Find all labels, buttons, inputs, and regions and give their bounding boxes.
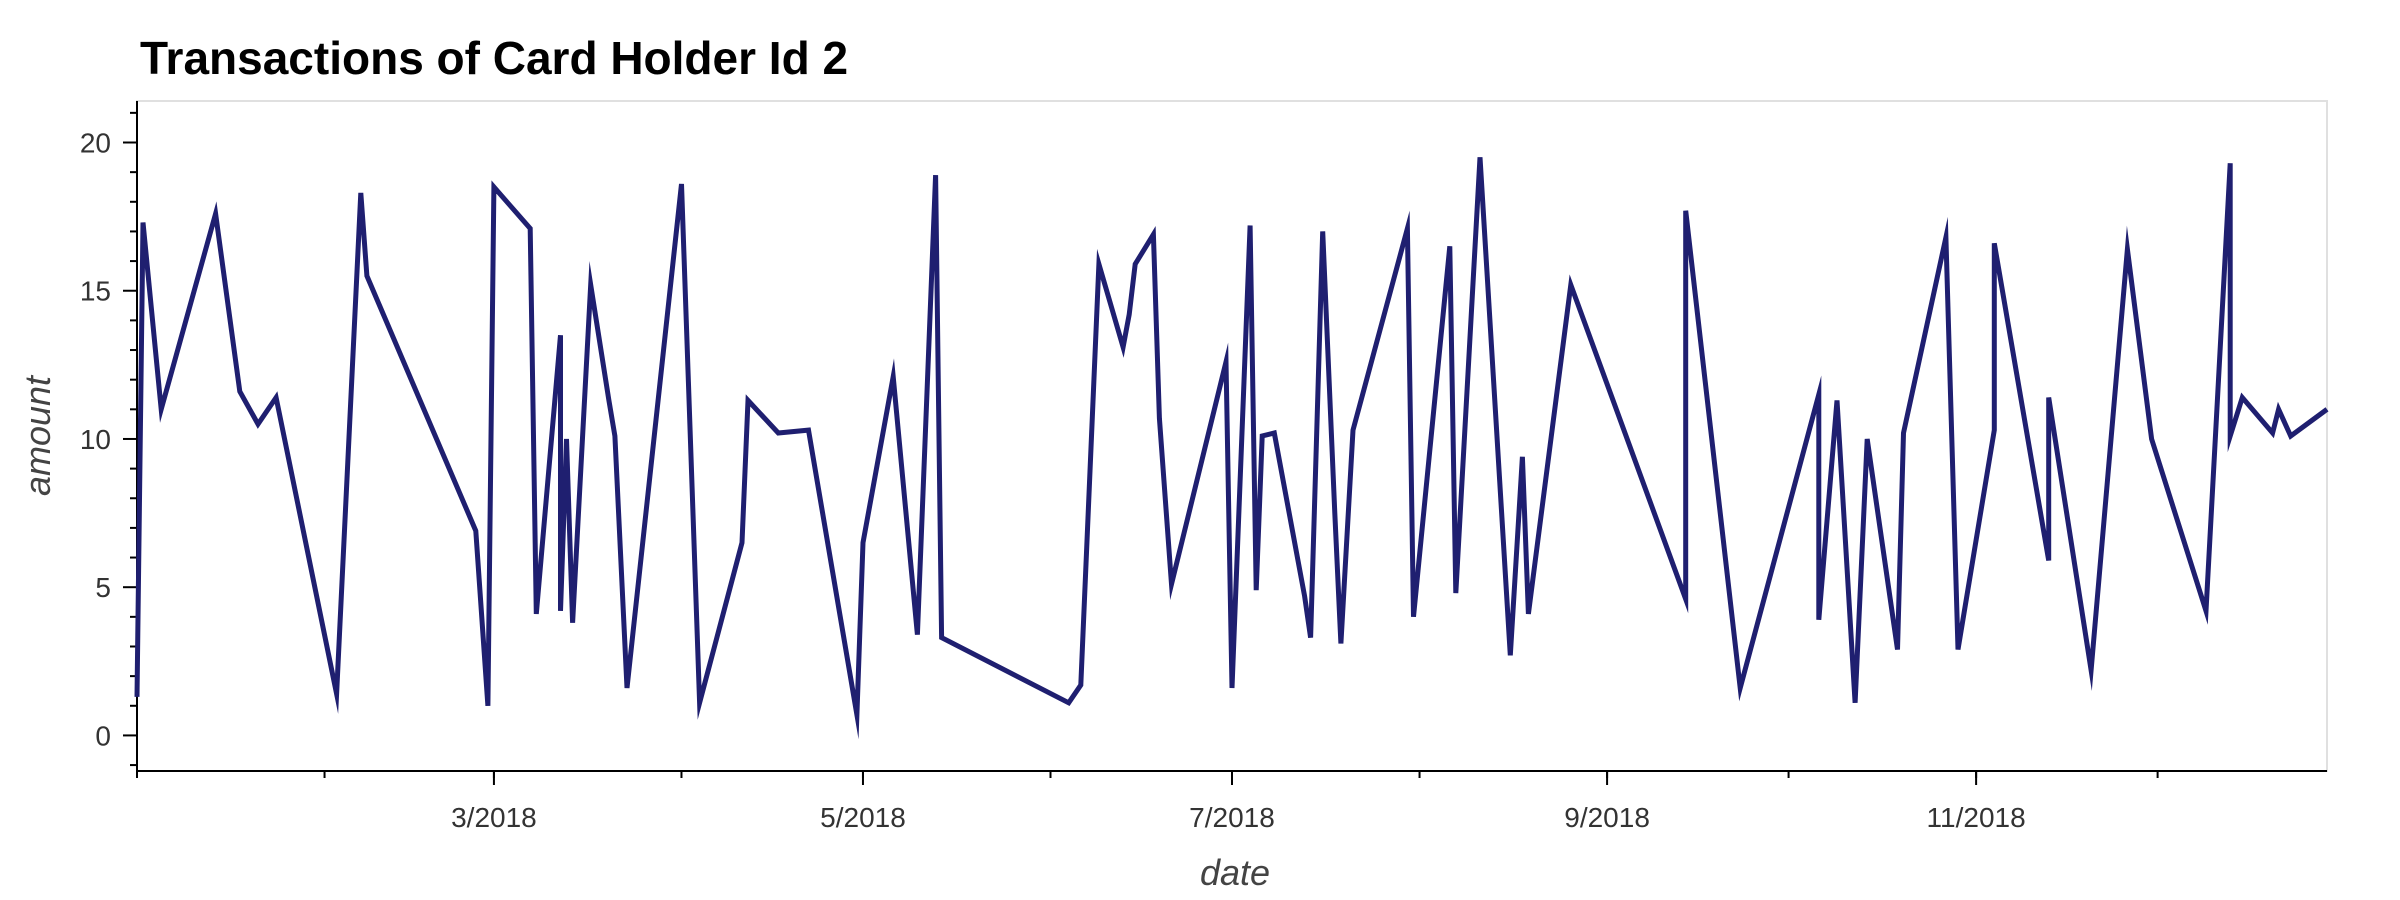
y-tick-label: 15: [80, 276, 111, 307]
y-tick-label: 5: [95, 572, 111, 603]
x-tick-label: 11/2018: [1927, 802, 2026, 833]
x-tick-label: 5/2018: [820, 802, 906, 833]
series-line: [134, 157, 2329, 740]
chart-title: Transactions of Card Holder Id 2: [140, 32, 848, 84]
y-tick-label: 0: [95, 720, 111, 751]
y-tick-label: 10: [80, 424, 111, 455]
series-layer: [134, 157, 2329, 740]
x-tick-label: 9/2018: [1564, 802, 1650, 833]
y-axis-label: amount: [17, 374, 58, 496]
x-tick-label: 3/2018: [451, 802, 537, 833]
x-axis-label: date: [1200, 852, 1270, 893]
x-tick-label: 7/2018: [1189, 802, 1275, 833]
y-tick-label: 20: [80, 128, 111, 159]
axes: 0 5 10 15 20 3/2018 5/2018 7/2018 9/2018 11/2018: [80, 101, 2327, 833]
